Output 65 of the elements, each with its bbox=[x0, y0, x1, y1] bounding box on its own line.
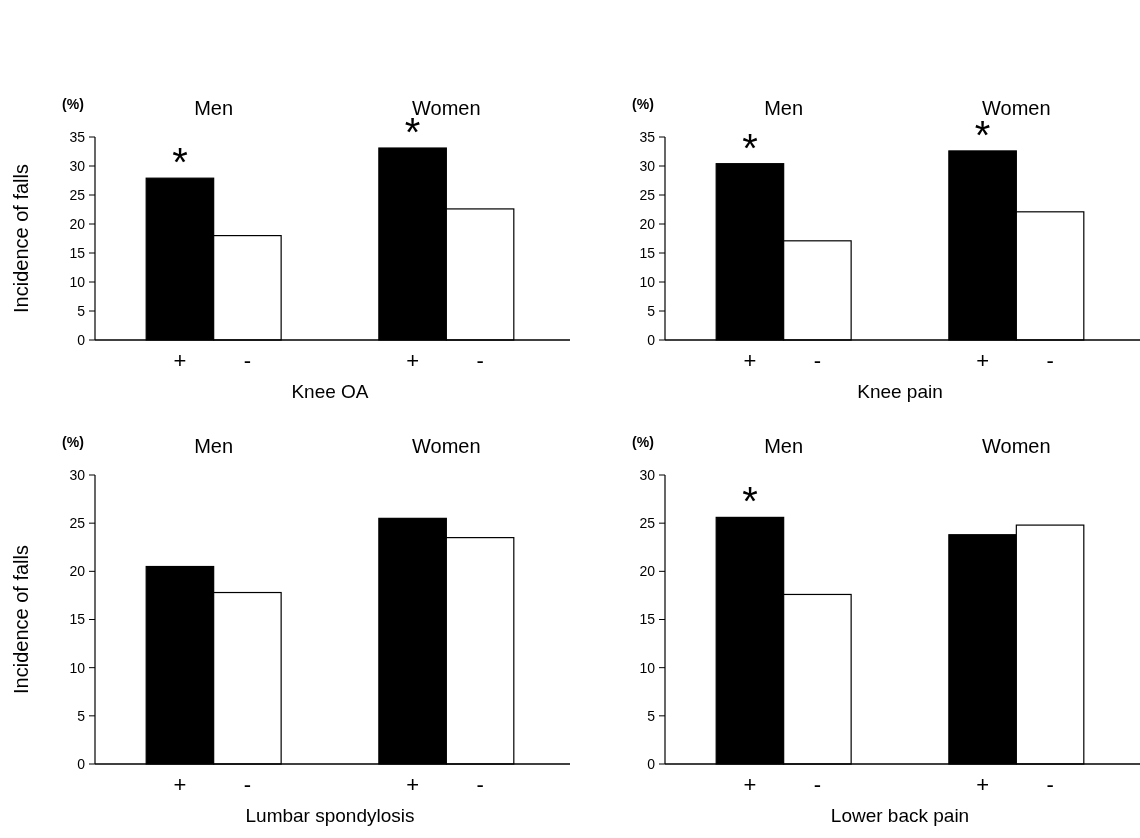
y-tick-label: 0 bbox=[77, 755, 86, 772]
x-tick-label: Men bbox=[194, 97, 234, 119]
y-tick-label: 0 bbox=[647, 755, 656, 772]
y-tick-label: 5 bbox=[647, 707, 656, 724]
y-tick-label: 15 bbox=[639, 611, 656, 628]
text: - bbox=[476, 348, 484, 373]
y-tick-label: 30 bbox=[69, 466, 86, 483]
y-tick-label: 35 bbox=[639, 128, 656, 145]
y-tick-label: 25 bbox=[69, 186, 86, 203]
y-tick-label: 25 bbox=[639, 186, 656, 203]
text: + bbox=[976, 772, 990, 797]
y-tick-label: 5 bbox=[77, 302, 86, 319]
y-tick-label: 5 bbox=[647, 302, 656, 319]
y-tick-label: 15 bbox=[69, 244, 86, 261]
series-label: + bbox=[173, 772, 187, 797]
text: - bbox=[476, 772, 484, 797]
y-tick-label: 35 bbox=[69, 128, 86, 145]
y-tick-label: 5 bbox=[77, 707, 86, 724]
x-tick-label: Women bbox=[982, 435, 1051, 457]
y-tick-label: 30 bbox=[69, 157, 86, 174]
y-tick-label: 25 bbox=[639, 515, 656, 532]
y-tick-label: 0 bbox=[77, 331, 86, 348]
annotation: * bbox=[742, 125, 758, 170]
x-axis-title: Knee OA bbox=[291, 381, 369, 402]
x-axis-title: Lower back pain bbox=[830, 805, 970, 826]
text: - bbox=[1046, 772, 1054, 797]
series-label: + bbox=[173, 348, 187, 373]
series-label: - bbox=[243, 348, 252, 373]
x-tick-label: Men bbox=[764, 97, 804, 119]
text: - bbox=[1046, 348, 1054, 373]
x-axis-title: Knee pain bbox=[857, 381, 943, 402]
y-tick-label: 30 bbox=[639, 157, 656, 174]
y-tick-label: 20 bbox=[69, 563, 86, 580]
text: (%) bbox=[62, 434, 84, 450]
annotation: * bbox=[172, 140, 188, 185]
text: + bbox=[976, 348, 990, 373]
text: (%) bbox=[632, 96, 654, 112]
y-tick-label: 15 bbox=[639, 244, 656, 261]
series-label: - bbox=[243, 772, 252, 797]
y-axis-title: Incidence of falls bbox=[10, 545, 32, 694]
annotation: * bbox=[742, 479, 758, 524]
y-tick-label: 20 bbox=[639, 563, 656, 580]
series-label: - bbox=[813, 348, 822, 373]
x-tick-label: Men bbox=[194, 435, 234, 457]
y-tick-label: 10 bbox=[639, 273, 656, 290]
series-label: + bbox=[743, 772, 757, 797]
series-label: + bbox=[743, 348, 757, 373]
text: + bbox=[406, 348, 420, 373]
text: (%) bbox=[62, 96, 84, 112]
y-tick-label: 25 bbox=[69, 515, 86, 532]
y-tick-label: 10 bbox=[69, 273, 86, 290]
y-tick-label: 30 bbox=[639, 466, 656, 483]
x-tick-label: Women bbox=[412, 435, 481, 457]
series-label: - bbox=[813, 772, 822, 797]
y-tick-label: 10 bbox=[69, 659, 86, 676]
y-tick-label: 15 bbox=[69, 611, 86, 628]
y-tick-label: 20 bbox=[639, 215, 656, 232]
y-tick-label: 10 bbox=[639, 659, 656, 676]
text: + bbox=[406, 772, 420, 797]
x-axis-title: Lumbar spondylosis bbox=[245, 805, 415, 826]
y-tick-label: 20 bbox=[69, 215, 86, 232]
x-tick-label: Men bbox=[764, 435, 804, 457]
y-axis-title: Incidence of falls bbox=[10, 164, 32, 313]
y-tick-label: 0 bbox=[647, 331, 656, 348]
text: (%) bbox=[632, 434, 654, 450]
